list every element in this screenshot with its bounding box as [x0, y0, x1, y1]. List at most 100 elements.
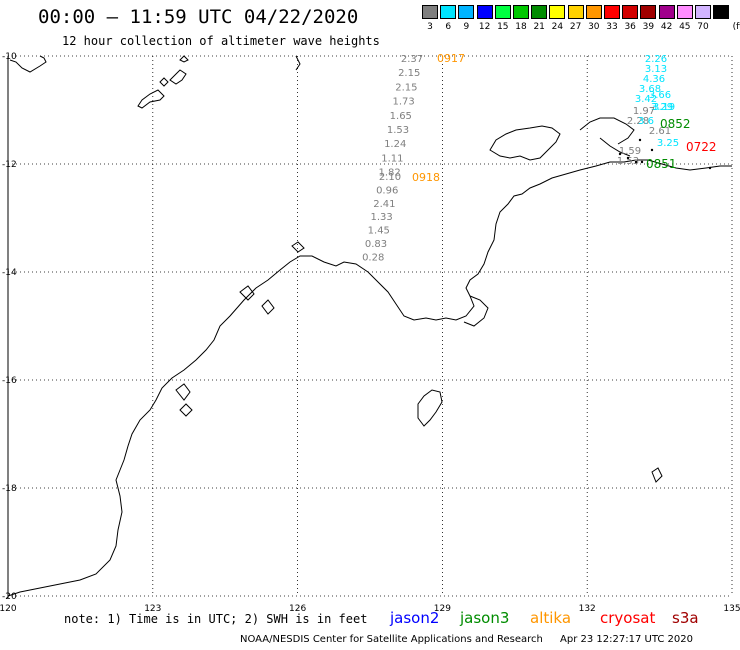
wave-height-label: 3.68: [639, 84, 661, 95]
track-point: [638, 138, 642, 142]
wave-height-label: 1.33: [370, 212, 392, 223]
color-scale-label: 45: [679, 22, 691, 32]
wave-height-label: 2.41: [373, 199, 395, 210]
color-scale-swatch: [585, 5, 602, 19]
track-time-label: 0917: [437, 52, 465, 65]
wave-height-label: 1.59: [619, 146, 641, 157]
lat-tick-label: -18: [2, 484, 17, 494]
color-scale-unit: (ft): [732, 22, 740, 32]
track-point: [626, 156, 630, 160]
color-scale-label: 21: [533, 22, 545, 32]
color-scale-swatch: [458, 5, 475, 19]
lon-tick-label: 135: [723, 604, 740, 614]
track-point: [634, 160, 638, 164]
wave-height-label: 1.24: [384, 139, 406, 150]
lon-tick-label: 123: [144, 604, 161, 614]
color-scale-swatch: [476, 5, 493, 19]
lat-tick-label: -10: [2, 52, 17, 62]
lat-tick-label: -20: [2, 592, 17, 602]
lon-tick-label: 132: [579, 604, 596, 614]
color-scale-swatch: [658, 5, 675, 19]
color-scale-swatch: [531, 5, 548, 19]
color-scale-swatch: [549, 5, 566, 19]
color-scale-label: 27: [569, 22, 582, 32]
color-scale-swatch: [622, 5, 639, 19]
color-scale-label: 36: [624, 22, 636, 32]
wave-height-label: 2.15: [398, 68, 420, 79]
color-scale-swatch: [494, 5, 511, 19]
color-scale-label: 24: [551, 22, 564, 32]
altimeter-tracks: 0917 2.37 2.15 2.15 1.73 1.65 1.53 1.24 1.11 1.82…: [362, 52, 716, 263]
lat-tick-label: -12: [2, 160, 17, 170]
page-subtitle: 12 hour collection of altimeter wave hei…: [62, 34, 380, 48]
color-scale-swatch: [640, 5, 657, 19]
wave-height-label: 3.42: [635, 94, 657, 105]
wave-height-label: 2.61: [649, 126, 671, 137]
color-scale-swatch: [422, 5, 438, 19]
wave-height-label: 3.19: [653, 102, 675, 113]
wave-height-label: 3.66: [649, 90, 671, 101]
wave-height-label: 1.53: [387, 125, 409, 136]
legend-item-altika: altika: [530, 609, 572, 627]
color-scale-swatch: [695, 5, 711, 19]
color-scale-swatch: [440, 5, 457, 19]
wave-height-label: 3.6: [638, 116, 654, 127]
wave-height-label: 3.13: [645, 64, 667, 75]
color-scale-label: 33: [606, 22, 618, 32]
axis-tick-labels: 120 123 126 129 132 135 -10 -12 -14 -16 -18 -20: [0, 52, 740, 614]
coastline: [7, 55, 732, 597]
wave-height-label: 0.96: [376, 185, 398, 196]
map-grid: [7, 55, 733, 597]
track-point: [640, 160, 644, 164]
wave-height-label: 1.65: [390, 111, 412, 122]
wave-height-label: 0.28: [362, 252, 384, 263]
lon-tick-label: 120: [0, 604, 17, 614]
track-point: [708, 166, 712, 170]
color-scale-label: 3: [427, 22, 433, 32]
color-scale-swatch: [513, 5, 529, 19]
wave-height-label: 4.36: [643, 74, 665, 85]
track-time-label: 0918: [412, 171, 440, 184]
color-scale-label: 6: [445, 22, 452, 32]
wave-height-label: 1.97: [633, 106, 655, 117]
track-point: [618, 152, 622, 156]
wave-height-label: 3.29: [651, 102, 673, 113]
color-scale-label: 15: [497, 22, 509, 32]
wave-height-label: 1.11: [381, 153, 403, 164]
lon-tick-label: 129: [434, 604, 451, 614]
color-scale-label: 39: [642, 22, 655, 32]
wave-height-label: 2.37: [401, 54, 423, 65]
wave-height-label: 2.15: [395, 82, 417, 93]
wave-height-label: 0.83: [365, 239, 387, 250]
legend-item-cryosat: cryosat: [600, 609, 656, 627]
color-scale-label: 70: [697, 22, 709, 32]
track-point: [650, 148, 654, 152]
wave-height-label: 1.73: [392, 97, 414, 108]
color-scale-swatch: [713, 5, 730, 19]
footer: NOAA/NESDIS Center for Satellite Applica…: [240, 634, 707, 645]
wave-height-label: 1.45: [368, 226, 390, 237]
wave-height-label: 2.10: [379, 172, 401, 183]
color-scale-label: 42: [660, 22, 673, 32]
wave-height-label: 2.28: [627, 116, 649, 127]
lat-tick-label: -16: [2, 376, 17, 386]
note-text: note: 1) Time is in UTC; 2) SWH is in fe…: [64, 612, 368, 626]
track-time-label: 0852: [660, 117, 691, 131]
page-title: 00:00 – 11:59 UTC 04/22/2020: [38, 6, 359, 28]
lat-tick-label: -14: [2, 268, 17, 278]
lon-tick-label: 126: [289, 604, 306, 614]
color-scale-label: 18: [515, 22, 527, 32]
track-time-label: 0722: [686, 140, 717, 154]
legend-item-jason3: jason3: [460, 609, 510, 627]
color-scale-label: 12: [478, 22, 491, 32]
color-scale-swatch: [676, 5, 693, 19]
wave-height-label: 1.82: [378, 168, 400, 179]
wave-height-label: 1.53: [617, 156, 639, 167]
wave-height-label: 2.26: [645, 54, 667, 65]
legend-item-jason2: jason2: [390, 609, 440, 627]
footer-credit: NOAA/NESDIS Center for Satellite Applica…: [240, 634, 543, 645]
track-time-label: 0851: [646, 157, 677, 171]
color-scale-label: 30: [588, 22, 600, 32]
color-scale-swatch: [604, 5, 620, 19]
